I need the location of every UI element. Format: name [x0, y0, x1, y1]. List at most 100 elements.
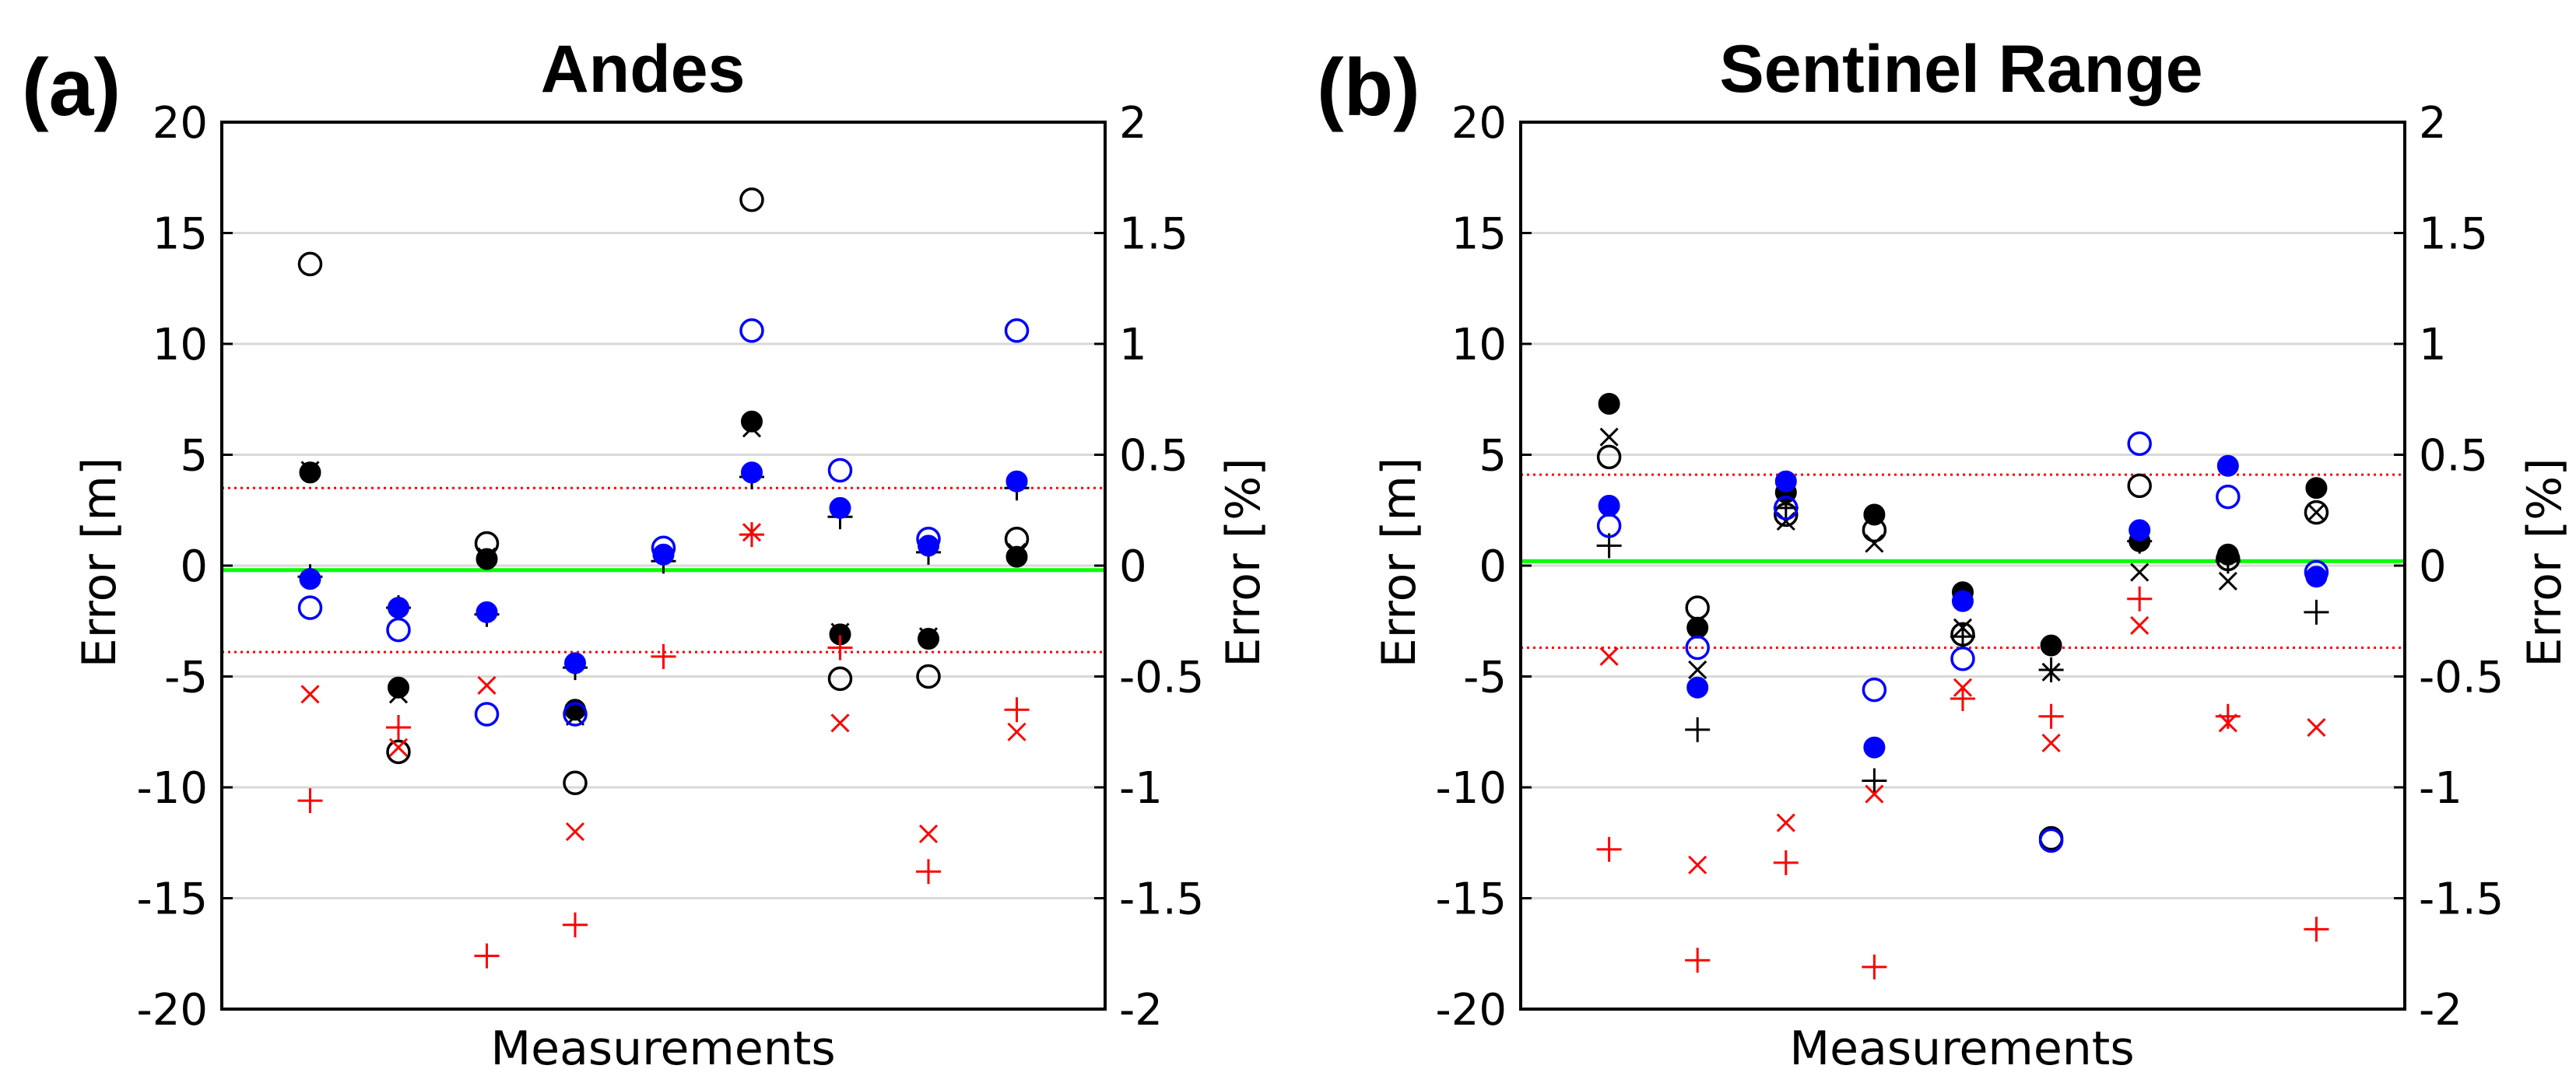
- y-tick-label-right: 0.5: [1119, 431, 1188, 482]
- blue_filled_circle-point: [741, 461, 763, 484]
- red_plus-point: [651, 643, 676, 669]
- red_plus-point: [827, 635, 853, 661]
- red_plus-point: [1773, 850, 1799, 875]
- black_open_circle-point: [1862, 517, 1887, 543]
- blue_filled_circle-point: [1686, 676, 1709, 699]
- black_filled_circle-point: [1686, 616, 1709, 639]
- black_plus-point: [2304, 599, 2329, 625]
- y-tick-label-right: -2: [2419, 985, 2462, 1036]
- black_open_circle-point: [827, 666, 853, 692]
- panel-a-ylabel: Error [m]: [72, 457, 127, 668]
- y-tick-label-right: 0: [1119, 541, 1147, 592]
- black_filled_circle-point: [1005, 545, 1028, 568]
- panel-b: (b) Sentinel Range 20 215 1.510 15 0.50 0-5 -0…: [1317, 32, 2572, 1076]
- black_filled_circle-point: [2305, 477, 2328, 499]
- black_open_circle-point: [297, 251, 323, 277]
- panel-b-plot-area: 20 215 1.510 15 0.50 0-5 -0.5-10 -1-15 -1.5-20 -2: [1436, 98, 2504, 1036]
- blue_filled_circle-point: [388, 597, 409, 619]
- black_filled_circle-point: [918, 628, 939, 650]
- black_plus-point: [2215, 549, 2241, 574]
- y-tick-label-right: 1.5: [2419, 209, 2488, 260]
- black_cross-point: [1688, 660, 1707, 680]
- red_plus-point: [386, 715, 411, 741]
- black_cross-point: [388, 685, 409, 704]
- y-tick-label: -20: [1436, 985, 1507, 1036]
- blue_open_circle-point: [1950, 646, 1975, 671]
- y-tick-label-right: 2: [2419, 98, 2447, 149]
- y-tick-label: 5: [180, 431, 208, 482]
- blue_filled_circle-point: [1863, 736, 1886, 759]
- black_cross-point: [1599, 427, 1619, 447]
- black_filled_circle-point: [388, 676, 409, 699]
- black_open_circle-point: [2304, 499, 2329, 525]
- black_plus-point: [1862, 768, 1887, 794]
- blue_filled_circle-point: [829, 496, 851, 519]
- blue_filled_circle-point: [1774, 470, 1797, 492]
- y-tick-label-right: 1: [2419, 320, 2447, 370]
- blue_filled_circle-point: [1598, 495, 1620, 517]
- blue_filled_circle-point: [2216, 454, 2239, 477]
- black_open_circle-point: [1596, 444, 1622, 470]
- black_plus-point: [1773, 495, 1799, 520]
- black_plus-point: [2038, 657, 2064, 682]
- red_plus-point: [1950, 686, 1975, 711]
- red_cross-point: [1776, 813, 1795, 832]
- black_plus-point: [1685, 717, 1711, 742]
- y-tick-label-right: 0: [2419, 541, 2447, 592]
- black_cross-point: [1776, 511, 1795, 531]
- red_cross-point: [1865, 784, 1884, 804]
- panel-b-title: Sentinel Range: [1719, 32, 2202, 107]
- blue_open_circle-point: [1774, 496, 1799, 520]
- black_cross-point: [2307, 503, 2326, 522]
- red_cross-point: [1007, 722, 1027, 741]
- y-tick-label: -5: [1463, 653, 1507, 703]
- black_cross-point: [742, 419, 762, 438]
- black_cross-point: [918, 627, 939, 647]
- red_cross-point: [830, 713, 850, 733]
- y-tick-label: -5: [164, 653, 208, 703]
- axes-frame: [1519, 121, 2406, 1011]
- y-tick-label: 5: [1479, 431, 1507, 482]
- red_plus-point: [1685, 948, 1711, 973]
- y-tick-label: 0: [1479, 541, 1507, 592]
- black_open_circle-point: [474, 531, 500, 556]
- red_cross-point: [1599, 647, 1619, 666]
- blue_open_circle-point: [2304, 559, 2329, 585]
- red_cross-point: [565, 822, 585, 842]
- black_plus-point: [1950, 624, 1975, 650]
- black_cross-point: [830, 622, 850, 642]
- blue_open_circle-point: [297, 595, 323, 620]
- red_plus-point: [2215, 703, 2241, 729]
- red_cross-point: [2307, 717, 2326, 738]
- y-tick-label-right: 0.5: [2419, 431, 2488, 482]
- black_cross-point: [300, 461, 320, 480]
- blue_open_circle-point: [827, 457, 853, 483]
- red_cross-point: [918, 824, 939, 843]
- y-tick-label: -20: [137, 985, 208, 1036]
- red_plus-point: [1596, 836, 1622, 862]
- black_open_circle-point: [2127, 473, 2152, 499]
- blue_filled_circle-point: [1952, 590, 1974, 612]
- black_cross-point: [2130, 563, 2150, 582]
- red_cross-point: [2130, 615, 2150, 636]
- red_plus-point: [474, 943, 500, 969]
- black_open_circle-point: [1004, 527, 1030, 552]
- panel-a-title: Andes: [541, 32, 746, 107]
- panel-b-letter: (b): [1317, 43, 1420, 133]
- blue_open_circle-point: [386, 617, 411, 643]
- black_cross-point: [1865, 534, 1884, 553]
- y-tick-label: 10: [153, 320, 208, 370]
- blue_open_circle-point: [2216, 484, 2241, 510]
- black_cross-point: [477, 547, 497, 566]
- y-tick-label: -10: [137, 763, 208, 814]
- black_open_circle-point: [1685, 595, 1710, 620]
- red_plus-point: [297, 788, 323, 814]
- panel-b-xlabel: Measurements: [1789, 1022, 2134, 1076]
- red_plus-point: [1862, 954, 1887, 980]
- blue_open_circle-point: [2127, 431, 2152, 456]
- black_filled_circle-point: [1598, 392, 1620, 415]
- black_filled_circle-point: [299, 461, 321, 484]
- y-tick-label: 0: [180, 541, 208, 592]
- blue_open_circle-point: [1685, 635, 1710, 661]
- y-tick-label: 20: [153, 98, 208, 149]
